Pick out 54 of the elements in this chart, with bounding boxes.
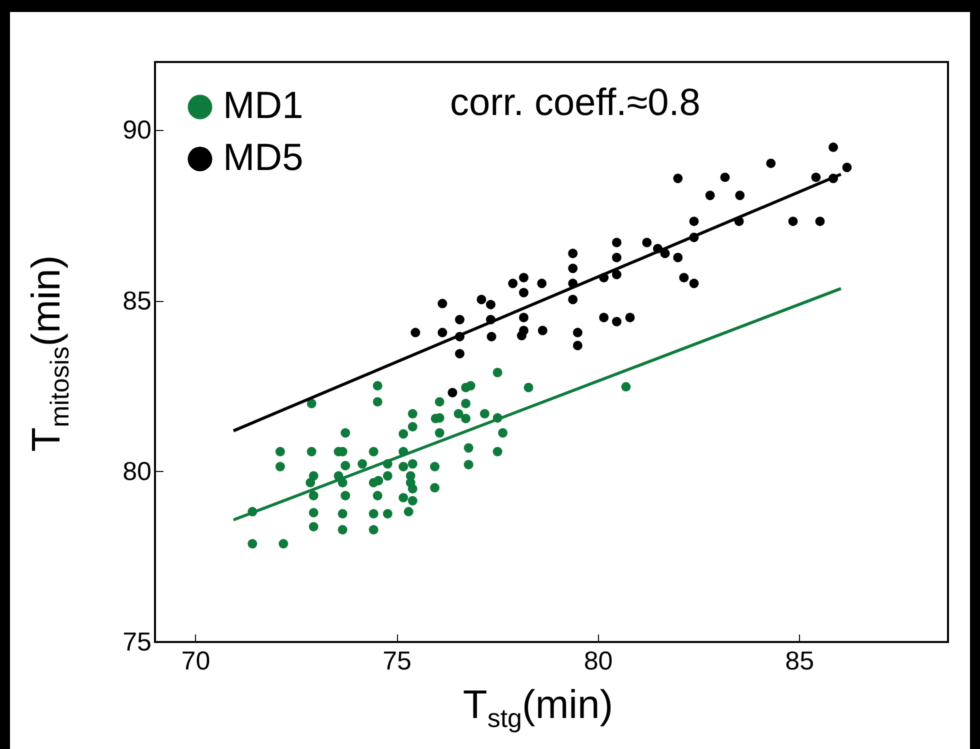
y-tick-label: 75 bbox=[122, 626, 152, 656]
y-tick-label: 85 bbox=[122, 285, 152, 316]
point bbox=[568, 264, 578, 274]
point bbox=[518, 312, 528, 322]
y-tick-label: 80 bbox=[122, 456, 152, 486]
point bbox=[454, 314, 464, 324]
point bbox=[642, 238, 652, 248]
point bbox=[735, 190, 745, 200]
legend-label: MD5 bbox=[223, 137, 304, 179]
point bbox=[438, 328, 448, 338]
point bbox=[625, 312, 635, 322]
point bbox=[438, 298, 448, 308]
point bbox=[518, 272, 528, 282]
x-tick-label: 70 bbox=[181, 646, 210, 676]
x-tick-label: 75 bbox=[382, 646, 412, 676]
point bbox=[612, 238, 622, 248]
point bbox=[766, 158, 776, 168]
point bbox=[568, 248, 578, 258]
point bbox=[448, 388, 458, 398]
point bbox=[538, 326, 548, 336]
point bbox=[612, 252, 622, 262]
point bbox=[454, 348, 464, 358]
point bbox=[815, 216, 825, 226]
point bbox=[537, 278, 547, 288]
point bbox=[828, 142, 838, 152]
point bbox=[689, 216, 699, 226]
point bbox=[572, 340, 582, 350]
point bbox=[410, 328, 420, 338]
x-tick-label: 85 bbox=[785, 646, 814, 676]
point bbox=[689, 278, 699, 288]
point bbox=[518, 288, 528, 298]
point bbox=[705, 190, 715, 200]
point bbox=[508, 278, 518, 288]
point bbox=[811, 172, 821, 182]
point bbox=[842, 162, 852, 172]
point bbox=[476, 294, 486, 304]
x-tick-label: 80 bbox=[584, 646, 613, 676]
point bbox=[612, 316, 622, 326]
y-tick-label: 90 bbox=[122, 114, 152, 145]
point bbox=[673, 252, 683, 262]
legend-label: MD1 bbox=[223, 85, 304, 127]
point bbox=[572, 328, 582, 338]
point bbox=[486, 332, 496, 342]
point bbox=[788, 216, 798, 226]
point bbox=[679, 272, 689, 282]
point bbox=[568, 294, 578, 304]
point bbox=[516, 330, 526, 340]
point bbox=[720, 172, 730, 182]
point bbox=[599, 312, 609, 322]
point bbox=[486, 300, 496, 310]
point bbox=[673, 174, 683, 184]
x-axis-title: T$_{stg}$(min) bbox=[462, 683, 614, 734]
point bbox=[612, 270, 622, 280]
annotation: corr. coeff.≈0.8 bbox=[450, 82, 700, 125]
